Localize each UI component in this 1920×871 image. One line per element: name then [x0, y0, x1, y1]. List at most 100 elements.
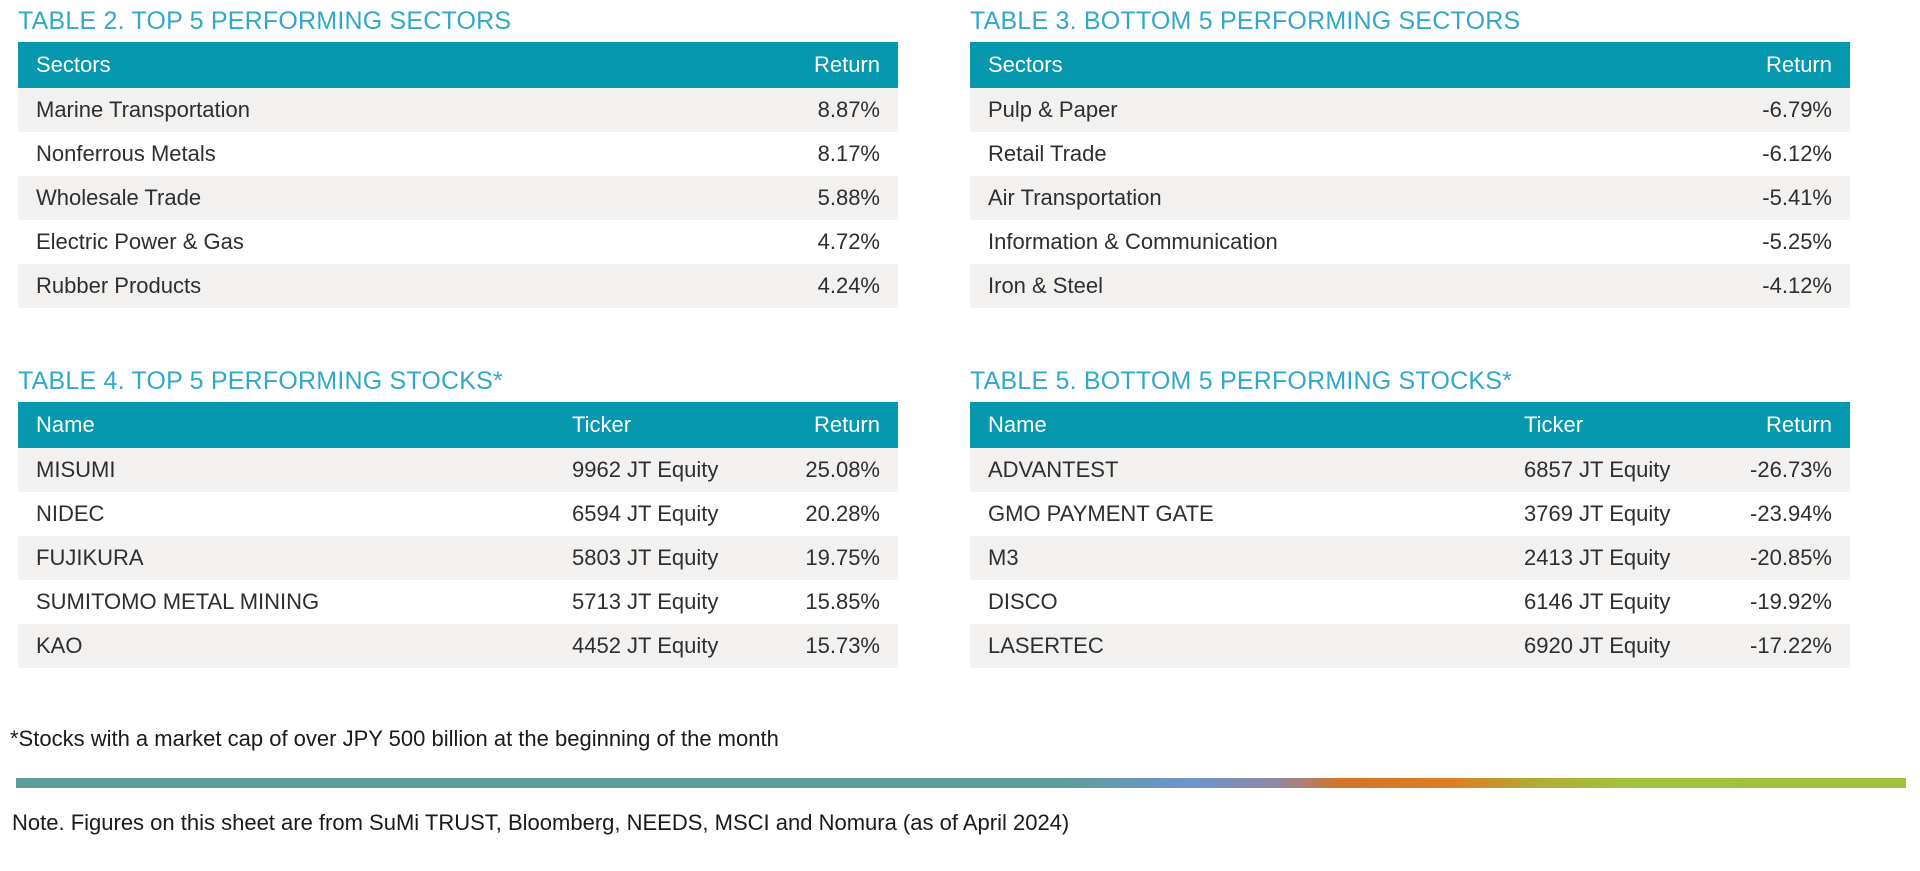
return-value: 4.24%: [817, 273, 880, 298]
column-header-ticker: Ticker: [1524, 412, 1584, 437]
stock-ticker: 3769 JT Equity: [1524, 501, 1671, 526]
stock-name: FUJIKURA: [36, 545, 144, 570]
stock-ticker: 9962 JT Equity: [572, 457, 719, 482]
return-value: 15.73%: [805, 633, 880, 658]
table-row: SUMITOMO METAL MINING 5713 JT Equity 15.…: [18, 580, 898, 624]
sector-name: Nonferrous Metals: [36, 141, 216, 166]
table-header-row: Sectors Return: [18, 42, 898, 88]
table-row: Retail Trade -6.12%: [970, 132, 1850, 176]
stock-name: KAO: [36, 633, 83, 658]
table-header-row: Name Ticker Return: [970, 402, 1850, 448]
table: Sectors Return Marine Transportation 8.8…: [18, 42, 898, 308]
table-title: TABLE 3. BOTTOM 5 PERFORMING SECTORS: [970, 7, 1521, 35]
table-row: LASERTEC 6920 JT Equity -17.22%: [970, 624, 1850, 668]
stock-ticker: 2413 JT Equity: [1524, 545, 1671, 570]
return-value: -23.94%: [1750, 501, 1832, 526]
table-row: Air Transportation -5.41%: [970, 176, 1850, 220]
sector-name: Pulp & Paper: [988, 97, 1118, 122]
stock-name: SUMITOMO METAL MINING: [36, 589, 320, 614]
column-header-name: Name: [36, 412, 95, 437]
stock-ticker: 6920 JT Equity: [1524, 633, 1671, 658]
table-row: Pulp & Paper -6.79%: [970, 88, 1850, 132]
return-value: -6.12%: [1762, 141, 1832, 166]
table-top5-sectors: TABLE 2. TOP 5 PERFORMING SECTORS Sector…: [18, 8, 898, 308]
return-value: -26.73%: [1750, 457, 1832, 482]
table-title: TABLE 2. TOP 5 PERFORMING SECTORS: [18, 7, 512, 35]
table-row: MISUMI 9962 JT Equity 25.08%: [18, 448, 898, 492]
table-top5-stocks: TABLE 4. TOP 5 PERFORMING STOCKS* Name T…: [18, 368, 898, 668]
table-title: TABLE 5. BOTTOM 5 PERFORMING STOCKS*: [970, 367, 1513, 395]
table-row: Marine Transportation 8.87%: [18, 88, 898, 132]
market-cap-footnote: *Stocks with a market cap of over JPY 50…: [10, 726, 779, 751]
sector-name: Wholesale Trade: [36, 185, 202, 210]
source-note: Note. Figures on this sheet are from SuM…: [12, 810, 1070, 835]
tables-grid: TABLE 2. TOP 5 PERFORMING SECTORS Sector…: [18, 8, 1850, 668]
table-header-row: Name Ticker Return: [18, 402, 898, 448]
table-row: FUJIKURA 5803 JT Equity 19.75%: [18, 536, 898, 580]
table: Sectors Return Pulp & Paper -6.79% Retai…: [970, 42, 1850, 308]
return-value: 25.08%: [805, 457, 880, 482]
sector-name: Retail Trade: [988, 141, 1107, 166]
return-value: -5.41%: [1762, 185, 1832, 210]
sector-name: Information & Communication: [988, 229, 1278, 254]
table-bottom5-stocks: TABLE 5. BOTTOM 5 PERFORMING STOCKS* Nam…: [970, 368, 1850, 668]
table-row: KAO 4452 JT Equity 15.73%: [18, 624, 898, 668]
table-header-row: Sectors Return: [970, 42, 1850, 88]
table-row: Iron & Steel -4.12%: [970, 264, 1850, 308]
table-title: TABLE 4. TOP 5 PERFORMING STOCKS*: [18, 367, 503, 395]
stock-name: NIDEC: [36, 501, 105, 526]
table: Name Ticker Return MISUMI 9962 JT Equity…: [18, 402, 898, 668]
return-value: -6.79%: [1762, 97, 1832, 122]
gradient-divider: [16, 778, 1906, 788]
return-value: -19.92%: [1750, 589, 1832, 614]
table-row: Information & Communication -5.25%: [970, 220, 1850, 264]
table-row: ADVANTEST 6857 JT Equity -26.73%: [970, 448, 1850, 492]
sector-name: Rubber Products: [36, 273, 202, 298]
return-value: -4.12%: [1762, 273, 1832, 298]
sector-name: Air Transportation: [988, 185, 1162, 210]
sector-name: Iron & Steel: [988, 273, 1103, 298]
stock-ticker: 5803 JT Equity: [572, 545, 719, 570]
table-bottom5-sectors: TABLE 3. BOTTOM 5 PERFORMING SECTORS Sec…: [970, 8, 1850, 308]
return-value: -20.85%: [1750, 545, 1832, 570]
table-row: GMO PAYMENT GATE 3769 JT Equity -23.94%: [970, 492, 1850, 536]
column-header-name: Name: [988, 412, 1047, 437]
stock-name: GMO PAYMENT GATE: [988, 501, 1214, 526]
stock-name: DISCO: [988, 589, 1058, 614]
return-value: 19.75%: [805, 545, 880, 570]
column-header-return: Return: [813, 412, 880, 437]
table-row: Nonferrous Metals 8.17%: [18, 132, 898, 176]
return-value: -5.25%: [1762, 229, 1832, 254]
return-value: 15.85%: [805, 589, 880, 614]
stock-ticker: 5713 JT Equity: [572, 589, 719, 614]
stock-name: ADVANTEST: [988, 457, 1119, 482]
table: Name Ticker Return ADVANTEST 6857 JT Equ…: [970, 402, 1850, 668]
stock-name: M3: [988, 545, 1019, 570]
column-header-return: Return: [1765, 52, 1832, 77]
return-value: 4.72%: [817, 229, 880, 254]
return-value: 20.28%: [805, 501, 880, 526]
return-value: 8.87%: [817, 97, 880, 122]
table-row: Rubber Products 4.24%: [18, 264, 898, 308]
table-row: NIDEC 6594 JT Equity 20.28%: [18, 492, 898, 536]
table-row: Electric Power & Gas 4.72%: [18, 220, 898, 264]
table-row: Wholesale Trade 5.88%: [18, 176, 898, 220]
stock-ticker: 6146 JT Equity: [1524, 589, 1671, 614]
sector-name: Marine Transportation: [36, 97, 250, 122]
return-value: 8.17%: [817, 141, 880, 166]
stock-ticker: 6857 JT Equity: [1524, 457, 1671, 482]
stock-ticker: 4452 JT Equity: [572, 633, 719, 658]
column-header-return: Return: [813, 52, 880, 77]
column-header-sectors: Sectors: [988, 52, 1063, 77]
table-row: M3 2413 JT Equity -20.85%: [970, 536, 1850, 580]
return-value: -17.22%: [1750, 633, 1832, 658]
table-row: DISCO 6146 JT Equity -19.92%: [970, 580, 1850, 624]
stock-name: MISUMI: [36, 457, 116, 482]
stock-ticker: 6594 JT Equity: [572, 501, 719, 526]
column-header-sectors: Sectors: [36, 52, 111, 77]
column-header-return: Return: [1765, 412, 1832, 437]
column-header-ticker: Ticker: [572, 412, 632, 437]
stock-name: LASERTEC: [988, 633, 1104, 658]
return-value: 5.88%: [817, 185, 880, 210]
